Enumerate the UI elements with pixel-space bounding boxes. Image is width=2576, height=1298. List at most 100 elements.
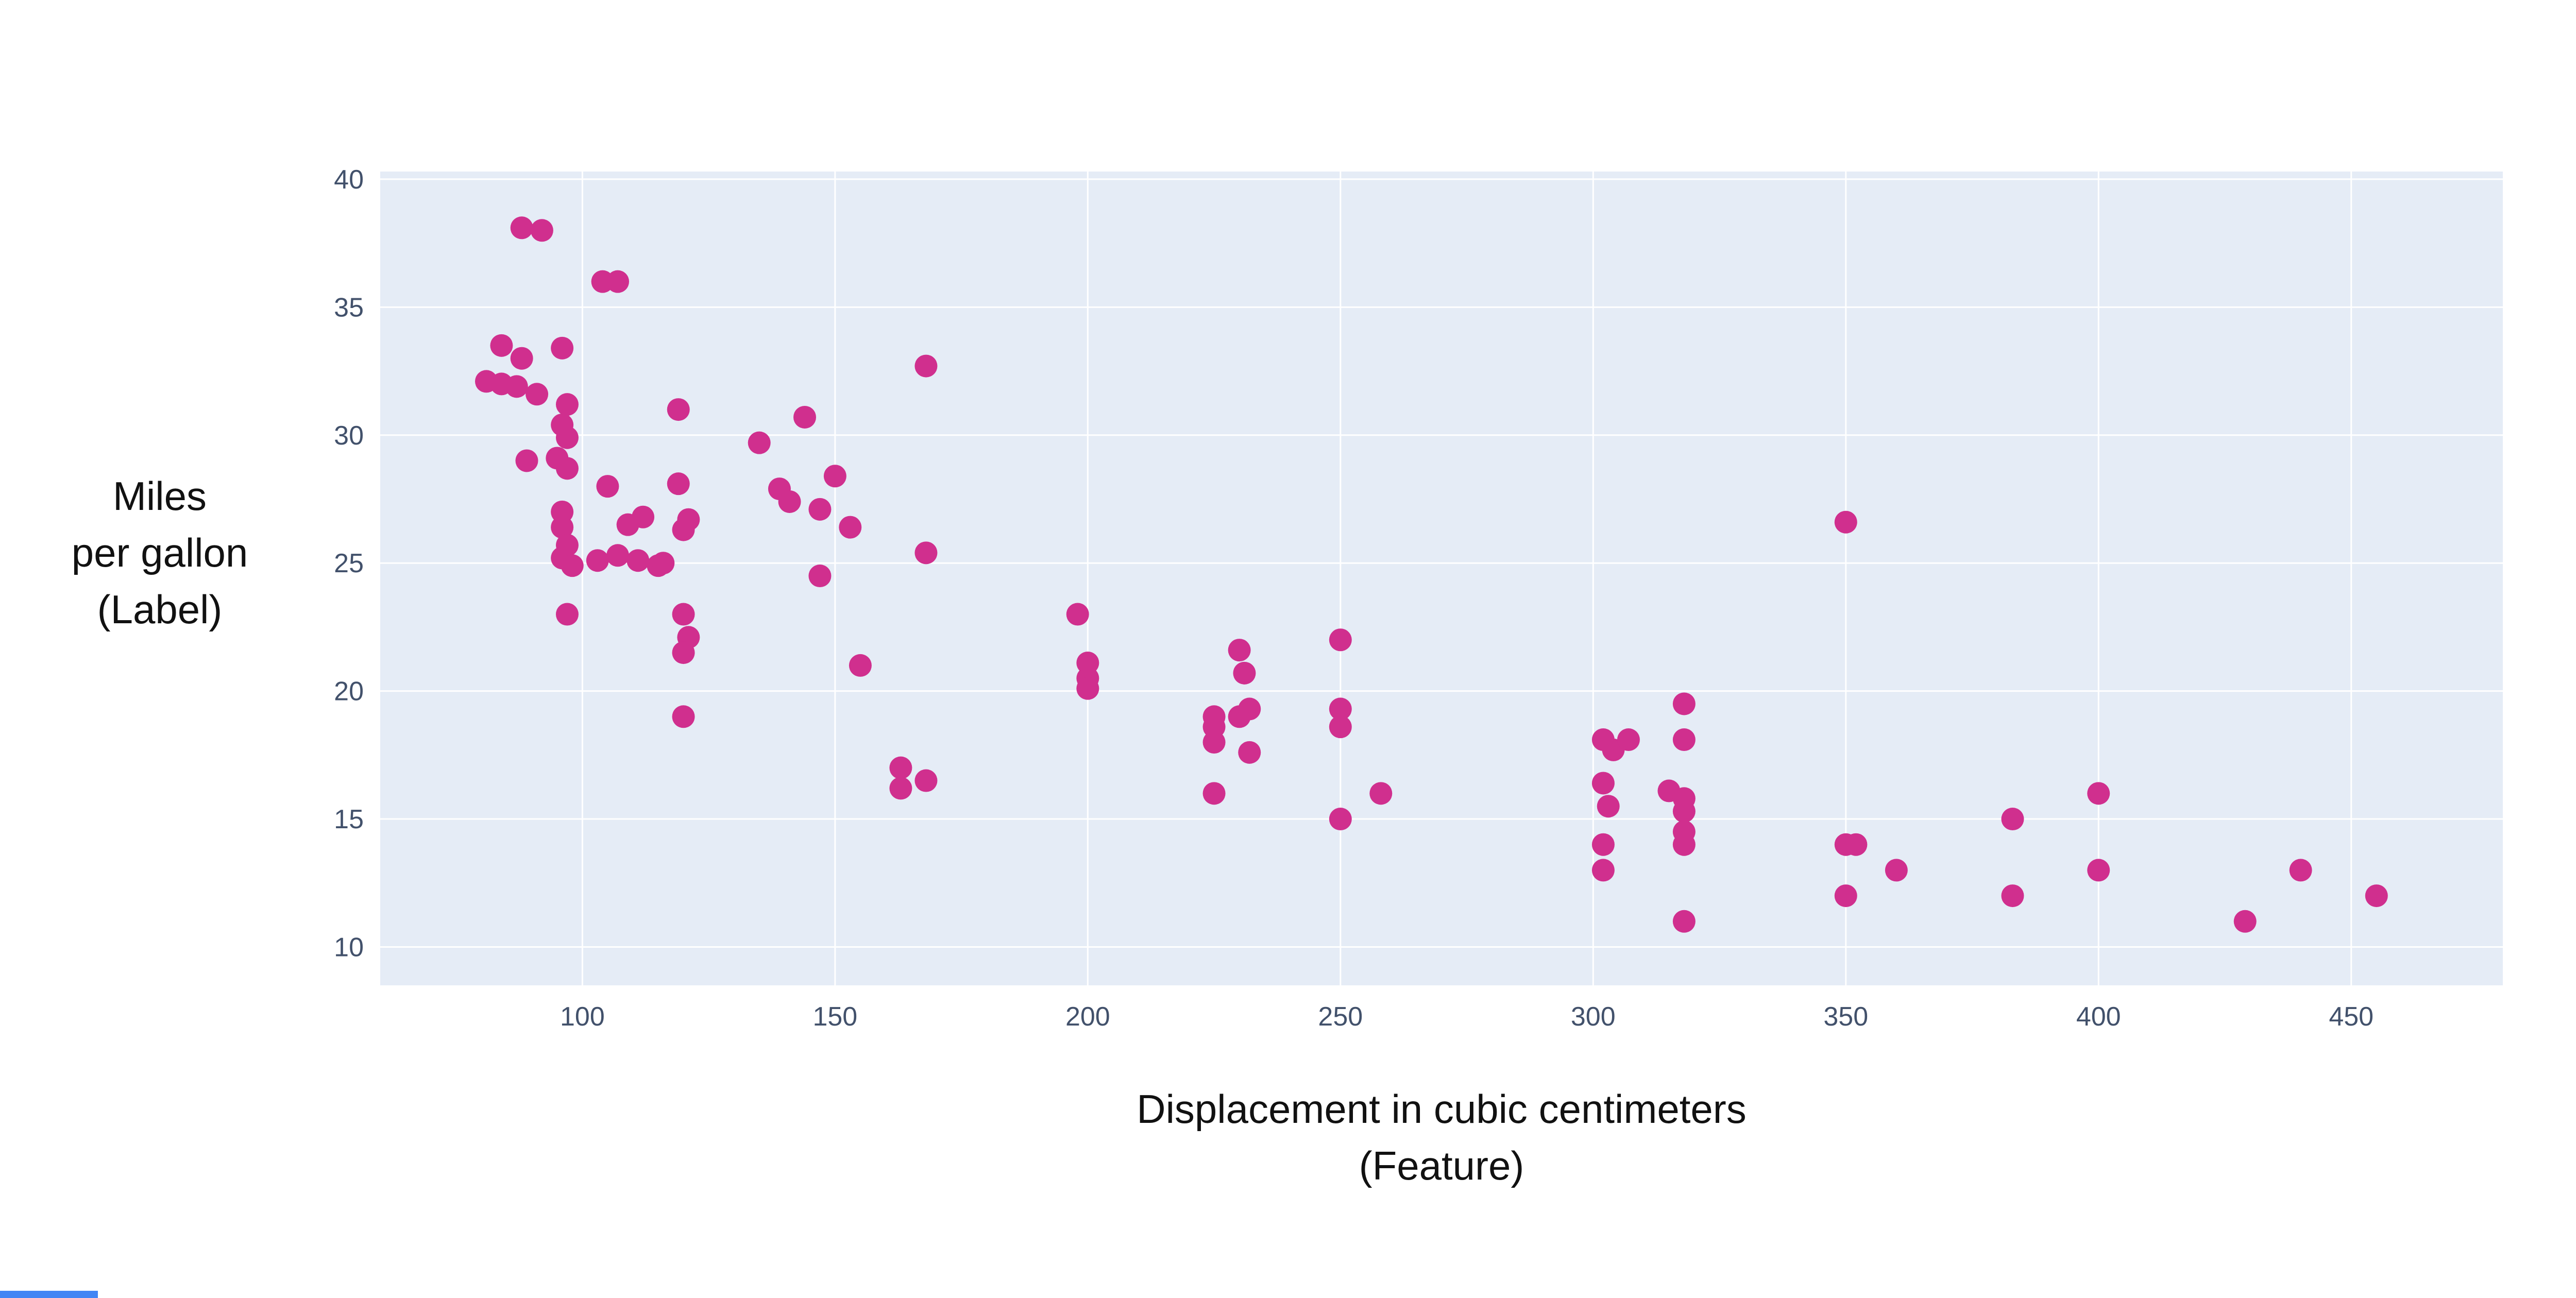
data-point[interactable]	[1329, 697, 1352, 721]
data-point[interactable]	[515, 449, 538, 472]
x-tick-label: 400	[2076, 1002, 2121, 1032]
data-point[interactable]	[1834, 884, 1857, 908]
data-point[interactable]	[1672, 692, 1696, 715]
data-point[interactable]	[672, 705, 695, 728]
data-point[interactable]	[1329, 808, 1352, 831]
data-point[interactable]	[849, 654, 872, 677]
data-point[interactable]	[1238, 741, 1261, 764]
data-point[interactable]	[1233, 661, 1256, 685]
plot-background	[380, 172, 2503, 985]
y-tick-label: 40	[334, 165, 364, 195]
data-point[interactable]	[551, 516, 574, 539]
data-point[interactable]	[606, 544, 630, 567]
x-axis-title-line: (Feature)	[1359, 1143, 1524, 1188]
data-point[interactable]	[1329, 715, 1352, 739]
x-axis-title: Displacement in cubic centimeters (Featu…	[380, 1081, 2503, 1194]
data-point[interactable]	[672, 603, 695, 626]
data-point[interactable]	[778, 490, 801, 513]
data-point[interactable]	[2087, 859, 2110, 882]
x-tick-label: 250	[1318, 1002, 1363, 1032]
y-axis-title-line: Miles	[112, 473, 207, 519]
data-point[interactable]	[839, 516, 862, 539]
data-point[interactable]	[555, 393, 579, 416]
data-point[interactable]	[1844, 833, 1868, 856]
data-point[interactable]	[551, 336, 574, 360]
data-point[interactable]	[1672, 910, 1696, 933]
data-point[interactable]	[1617, 728, 1640, 752]
data-point[interactable]	[1885, 859, 1908, 882]
data-point[interactable]	[1369, 782, 1393, 805]
data-point[interactable]	[1066, 603, 1089, 626]
data-point[interactable]	[2365, 884, 2388, 908]
data-point[interactable]	[889, 777, 912, 800]
data-point[interactable]	[505, 375, 528, 398]
y-tick-label: 30	[334, 421, 364, 451]
data-point[interactable]	[2001, 808, 2024, 831]
y-tick-label: 25	[334, 549, 364, 578]
data-point[interactable]	[748, 431, 771, 454]
data-point[interactable]	[632, 505, 655, 528]
data-point[interactable]	[677, 508, 700, 531]
data-point[interactable]	[1202, 730, 1226, 754]
data-point[interactable]	[606, 270, 630, 293]
data-point[interactable]	[914, 769, 938, 792]
data-point[interactable]	[555, 426, 579, 449]
data-point[interactable]	[667, 398, 690, 421]
data-point[interactable]	[808, 565, 832, 588]
data-point[interactable]	[555, 457, 579, 480]
y-tick-label: 10	[334, 932, 364, 962]
data-point[interactable]	[1329, 628, 1352, 652]
y-axis-title-line: per gallon	[71, 530, 248, 575]
data-point[interactable]	[1834, 510, 1857, 534]
data-point[interactable]	[1672, 728, 1696, 752]
data-point[interactable]	[2087, 782, 2110, 805]
data-point[interactable]	[808, 498, 832, 521]
data-point[interactable]	[530, 219, 553, 242]
data-point[interactable]	[510, 347, 533, 370]
data-point[interactable]	[652, 552, 675, 575]
data-point[interactable]	[555, 603, 579, 626]
data-point[interactable]	[490, 334, 513, 357]
data-point[interactable]	[586, 549, 609, 572]
data-point[interactable]	[526, 383, 549, 406]
data-point[interactable]	[1672, 800, 1696, 823]
y-axis-title-line: (Label)	[97, 587, 223, 632]
x-tick-label: 200	[1065, 1002, 1110, 1032]
data-point[interactable]	[1591, 833, 1615, 856]
y-tick-label: 15	[334, 805, 364, 834]
data-point[interactable]	[1591, 859, 1615, 882]
data-point[interactable]	[1591, 772, 1615, 795]
data-point[interactable]	[672, 641, 695, 664]
data-point[interactable]	[793, 405, 816, 429]
y-tick-label: 20	[334, 677, 364, 707]
data-point[interactable]	[596, 475, 619, 498]
bottom-left-blue-bar	[0, 1291, 98, 1298]
x-tick-label: 300	[1571, 1002, 1616, 1032]
data-point[interactable]	[914, 354, 938, 378]
data-point[interactable]	[889, 756, 912, 779]
x-axis-title-line: Displacement in cubic centimeters	[1137, 1086, 1747, 1132]
data-point[interactable]	[1076, 677, 1099, 700]
data-point[interactable]	[1228, 639, 1251, 662]
data-point[interactable]	[1202, 782, 1226, 805]
y-axis-title: Miles per gallon (Label)	[21, 468, 299, 638]
y-tick-label: 35	[334, 293, 364, 322]
data-point[interactable]	[1597, 795, 1620, 818]
x-tick-label: 100	[560, 1002, 605, 1032]
x-tick-label: 450	[2329, 1002, 2374, 1032]
data-point[interactable]	[2001, 884, 2024, 908]
data-point[interactable]	[667, 472, 690, 496]
data-point[interactable]	[1238, 697, 1261, 721]
data-point[interactable]	[1672, 833, 1696, 856]
data-point[interactable]	[561, 554, 584, 577]
data-point[interactable]	[2289, 859, 2312, 882]
x-tick-label: 350	[1823, 1002, 1868, 1032]
data-point[interactable]	[823, 465, 846, 488]
data-point[interactable]	[510, 216, 533, 240]
data-point[interactable]	[914, 541, 938, 565]
x-tick-label: 150	[812, 1002, 857, 1032]
data-point[interactable]	[626, 549, 650, 572]
data-point[interactable]	[2233, 910, 2257, 933]
